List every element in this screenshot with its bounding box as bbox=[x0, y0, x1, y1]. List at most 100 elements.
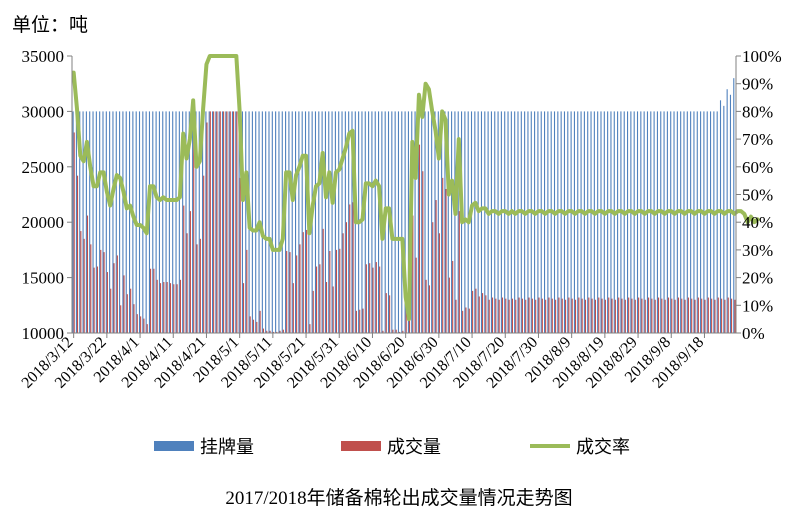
bar-traded bbox=[133, 304, 135, 333]
bar-listed bbox=[534, 111, 536, 334]
bar-traded bbox=[724, 299, 726, 333]
bar-listed bbox=[158, 111, 160, 334]
bar-listed bbox=[351, 111, 353, 334]
bar-traded bbox=[206, 122, 208, 333]
bar-listed bbox=[650, 111, 652, 334]
bar-traded bbox=[415, 257, 417, 333]
bar-listed bbox=[328, 111, 330, 334]
bar-traded bbox=[548, 297, 550, 333]
legend-label: 挂牌量 bbox=[200, 437, 254, 458]
bar-listed bbox=[444, 111, 446, 334]
legend-swatch-2 bbox=[341, 441, 381, 451]
bar-traded bbox=[352, 202, 354, 333]
bar-traded bbox=[455, 299, 457, 333]
bar-traded bbox=[399, 331, 401, 333]
y-left-tick-label: 25000 bbox=[22, 158, 65, 177]
bar-listed bbox=[527, 111, 529, 334]
bar-traded bbox=[239, 177, 241, 333]
bar-listed bbox=[304, 111, 307, 334]
bar-listed bbox=[733, 78, 735, 333]
bar-traded bbox=[120, 305, 122, 333]
bar-traded bbox=[335, 249, 338, 333]
bar-listed bbox=[205, 111, 207, 334]
bar-traded bbox=[691, 298, 693, 333]
bar-listed bbox=[235, 111, 237, 334]
bar-traded bbox=[684, 299, 686, 333]
bar-listed bbox=[338, 111, 340, 334]
bar-traded bbox=[518, 297, 520, 333]
bar-listed bbox=[394, 111, 396, 334]
bar-traded bbox=[654, 299, 656, 333]
bar-traded bbox=[113, 263, 115, 333]
bar-listed bbox=[710, 111, 712, 334]
bar-listed bbox=[295, 111, 297, 334]
bar-traded bbox=[418, 144, 421, 333]
bar-listed bbox=[142, 111, 144, 334]
y-left-tick-label: 15000 bbox=[22, 269, 65, 288]
bar-traded bbox=[90, 244, 92, 333]
bar-traded bbox=[701, 298, 703, 333]
legend-label: 成交率 bbox=[576, 437, 630, 458]
bar-listed bbox=[560, 111, 562, 334]
bar-listed bbox=[202, 111, 204, 334]
bar-traded bbox=[482, 293, 484, 333]
bar-traded bbox=[405, 295, 407, 333]
chart-title: 2017/2018年储备棉轮出成交量情况走势图 bbox=[225, 488, 573, 509]
bar-listed bbox=[441, 111, 443, 334]
bar-traded bbox=[541, 298, 543, 333]
bar-listed bbox=[487, 111, 489, 334]
bar-listed bbox=[228, 111, 230, 334]
bar-traded bbox=[442, 177, 444, 333]
legend: 挂牌量 成交量 成交率 bbox=[154, 437, 630, 458]
bar-listed bbox=[537, 111, 539, 334]
bar-listed bbox=[690, 111, 692, 334]
bar-listed bbox=[660, 111, 662, 334]
bar-listed bbox=[524, 111, 526, 334]
bar-traded bbox=[282, 329, 284, 333]
bar-traded bbox=[628, 297, 630, 333]
bar-traded bbox=[193, 128, 195, 333]
bar-listed bbox=[540, 111, 542, 334]
bar-traded bbox=[491, 297, 494, 333]
series-listed-bars bbox=[72, 78, 735, 334]
bar-listed bbox=[318, 111, 320, 334]
bar-listed bbox=[643, 111, 645, 334]
bar-listed bbox=[680, 111, 682, 334]
unit-label: 单位：吨 bbox=[12, 14, 89, 36]
bar-listed bbox=[324, 111, 326, 334]
bar-traded bbox=[103, 252, 105, 333]
bar-listed bbox=[404, 111, 406, 334]
bar-traded bbox=[249, 316, 251, 333]
legend-swatch-1 bbox=[154, 441, 194, 451]
bar-traded bbox=[535, 299, 537, 333]
bar-listed bbox=[82, 111, 84, 334]
bar-listed bbox=[344, 111, 346, 334]
bar-traded bbox=[608, 297, 610, 333]
bar-traded bbox=[687, 297, 689, 333]
bar-listed bbox=[550, 111, 552, 334]
bar-traded bbox=[385, 293, 387, 333]
bar-traded bbox=[80, 231, 82, 333]
bar-listed bbox=[79, 111, 81, 334]
bar-traded bbox=[448, 277, 450, 333]
bar-traded bbox=[106, 272, 108, 333]
bar-traded bbox=[143, 318, 145, 333]
bar-traded bbox=[445, 188, 447, 333]
bar-traded bbox=[73, 132, 75, 333]
bar-traded bbox=[96, 266, 98, 333]
bar-traded bbox=[428, 285, 430, 333]
bar-traded bbox=[525, 299, 527, 333]
bar-listed bbox=[597, 111, 599, 334]
bar-listed bbox=[544, 111, 546, 334]
bar-traded bbox=[581, 298, 583, 333]
bar-listed bbox=[623, 111, 625, 334]
bar-traded bbox=[452, 260, 454, 333]
bar-traded bbox=[339, 248, 341, 333]
y-right-tick-labels: 0% 10% 20% 30% 40% 50% 60% 70% 80% 90% 100% bbox=[742, 47, 782, 343]
bar-listed bbox=[447, 111, 449, 334]
bar-traded bbox=[355, 310, 357, 333]
bar-listed bbox=[85, 111, 87, 334]
bar-traded bbox=[468, 308, 470, 333]
bar-traded bbox=[93, 267, 95, 333]
bar-traded bbox=[402, 330, 404, 333]
